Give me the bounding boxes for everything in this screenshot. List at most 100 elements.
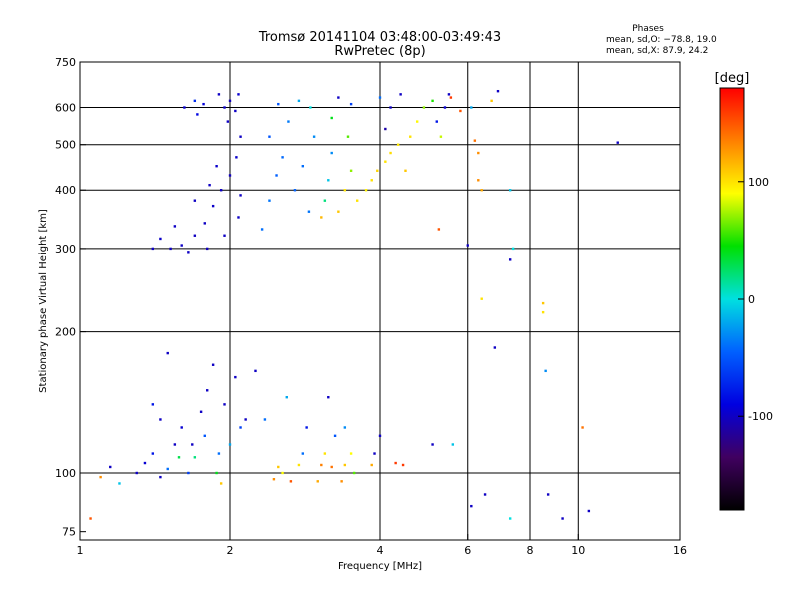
phase-stats-title: Phases xyxy=(632,24,664,34)
data-point-0-7 xyxy=(234,109,237,113)
data-point-0-31 xyxy=(268,199,271,202)
axis-ticks: 1 2 4 6 8 10 16 75 100 200 300 400 500 600 750 xyxy=(55,56,687,557)
x-tick-label-16: 16 xyxy=(673,544,687,557)
data-point-0-75 xyxy=(437,228,441,231)
data-point-0-32 xyxy=(275,174,278,177)
data-point-0-5 xyxy=(223,106,226,109)
phase-colorbar: 100 0 -100 xyxy=(719,87,773,511)
data-point-0-70 xyxy=(399,93,402,96)
data-point-0-38 xyxy=(307,210,311,213)
data-point-0-42 xyxy=(309,106,312,109)
data-point-0-147 xyxy=(373,452,376,455)
data-point-0-78 xyxy=(477,151,480,155)
data-point-0-89 xyxy=(493,346,497,349)
data-point-0-144 xyxy=(352,471,356,475)
data-point-0-40 xyxy=(277,102,280,106)
data-point-0-64 xyxy=(422,106,426,109)
data-point-0-29 xyxy=(173,225,177,228)
data-point-0-92 xyxy=(544,369,547,373)
data-point-0-152 xyxy=(451,443,455,446)
data-point-0-6 xyxy=(228,99,232,103)
data-point-0-105 xyxy=(180,426,183,429)
data-point-0-128 xyxy=(277,465,280,469)
data-point-0-111 xyxy=(217,452,221,455)
data-point-0-13 xyxy=(219,189,223,192)
data-point-0-44 xyxy=(323,199,327,202)
chart-subtitle: RwPretec (8p) xyxy=(334,44,425,59)
data-point-0-136 xyxy=(320,463,323,467)
data-point-0-85 xyxy=(480,297,483,300)
plot-frame xyxy=(79,61,681,541)
data-point-0-79 xyxy=(477,179,480,182)
x-tick-label-4: 4 xyxy=(377,544,384,557)
data-point-0-51 xyxy=(355,199,359,202)
data-point-0-101 xyxy=(151,452,155,455)
data-point-0-123 xyxy=(159,418,162,421)
data-point-0-90 xyxy=(541,301,545,305)
data-point-0-125 xyxy=(254,369,257,373)
data-point-0-68 xyxy=(447,93,451,96)
data-point-0-67 xyxy=(443,106,447,109)
data-point-0-4 xyxy=(217,93,221,96)
data-point-0-139 xyxy=(327,396,330,399)
data-point-0-150 xyxy=(401,463,405,467)
data-point-0-97 xyxy=(109,465,112,469)
data-point-0-102 xyxy=(159,475,162,479)
y-tick-label-400: 400 xyxy=(55,184,76,197)
data-point-0-156 xyxy=(546,493,550,496)
phase-stats-x: mean, sd,X: 87.9, 24.2 xyxy=(606,46,708,56)
data-point-0-47 xyxy=(337,210,340,213)
data-point-0-149 xyxy=(394,461,397,465)
data-point-0-155 xyxy=(508,517,512,520)
data-point-0-108 xyxy=(199,410,203,413)
data-point-0-24 xyxy=(237,216,240,219)
data-point-0-109 xyxy=(205,389,209,392)
data-point-0-48 xyxy=(343,189,347,192)
data-point-0-1 xyxy=(193,99,197,103)
data-point-0-132 xyxy=(301,452,305,455)
data-point-0-71 xyxy=(378,96,382,99)
data-point-0-134 xyxy=(305,426,308,429)
y-tick-label-300: 300 xyxy=(55,243,76,256)
colorbar-tick-label-100: 100 xyxy=(748,176,769,189)
data-point-0-98 xyxy=(118,482,121,485)
data-point-0-25 xyxy=(239,194,242,197)
data-points xyxy=(89,89,619,520)
data-point-0-9 xyxy=(226,120,230,123)
data-point-0-33 xyxy=(281,156,284,159)
data-point-0-28 xyxy=(193,199,197,202)
data-point-0-124 xyxy=(191,443,194,446)
data-point-0-52 xyxy=(364,189,368,192)
data-point-0-88 xyxy=(508,189,512,192)
data-point-0-131 xyxy=(297,463,301,467)
y-tick-label-500: 500 xyxy=(55,139,76,152)
data-point-0-10 xyxy=(239,135,242,138)
data-point-0-23 xyxy=(223,234,226,237)
data-point-0-59 xyxy=(389,151,392,155)
y-tick-label-750: 750 xyxy=(55,56,76,69)
data-point-0-80 xyxy=(480,189,483,192)
data-point-0-129 xyxy=(281,471,284,475)
data-point-0-119 xyxy=(215,471,218,475)
chart-title: Tromsø 20141104 03:48:00-03:49:43 xyxy=(258,30,501,45)
data-point-0-87 xyxy=(511,247,515,251)
data-point-0-121 xyxy=(151,403,155,406)
data-point-0-93 xyxy=(616,141,619,144)
data-point-0-118 xyxy=(203,434,206,438)
data-point-0-83 xyxy=(470,106,473,109)
data-point-0-106 xyxy=(187,471,190,475)
data-point-0-142 xyxy=(343,463,347,467)
x-tick-label-2: 2 xyxy=(227,544,234,557)
data-point-0-73 xyxy=(384,127,387,131)
data-point-0-115 xyxy=(234,375,237,379)
data-point-0-130 xyxy=(289,480,293,483)
data-point-0-140 xyxy=(333,434,337,438)
colorbar-label: [deg] xyxy=(715,71,750,86)
data-point-0-72 xyxy=(389,106,392,109)
data-point-0-146 xyxy=(370,463,373,467)
data-point-0-58 xyxy=(384,160,387,163)
data-point-0-50 xyxy=(346,135,350,138)
data-point-0-18 xyxy=(169,247,172,251)
data-point-0-137 xyxy=(323,452,327,455)
